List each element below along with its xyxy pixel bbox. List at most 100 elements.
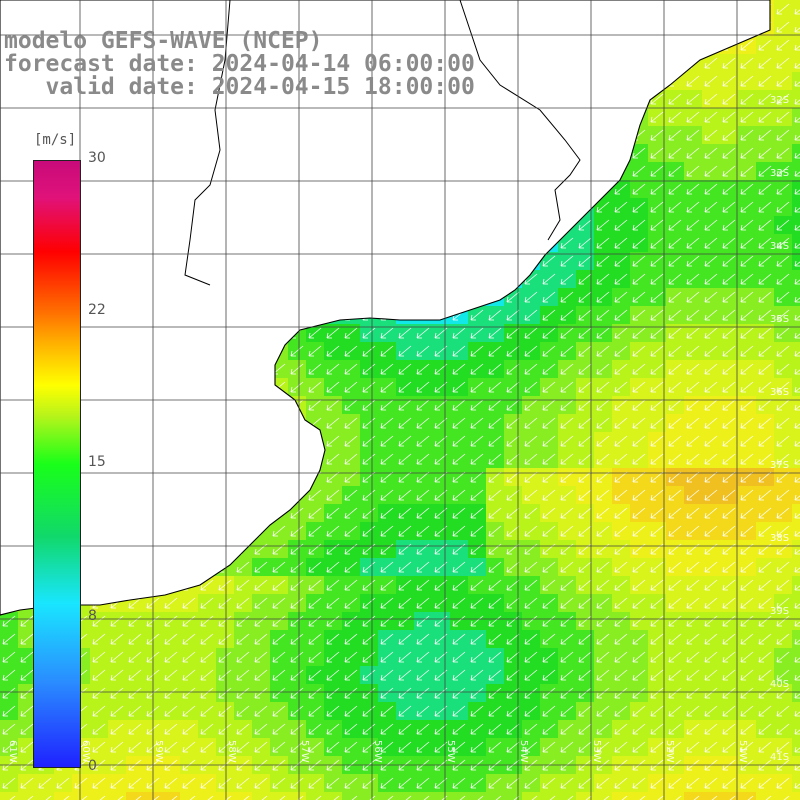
wind-arrow: [542, 309, 556, 321]
speed-cell: [468, 792, 486, 800]
wind-arrow: [740, 129, 754, 141]
wind-arrow: [668, 129, 682, 141]
speed-cell: [738, 792, 756, 800]
wind-arrow: [596, 273, 610, 285]
wind-arrow: [686, 219, 700, 231]
speed-cell: [702, 792, 720, 800]
wind-arrow: [704, 93, 718, 105]
speed-cell: [378, 792, 396, 800]
wind-arrow: [506, 291, 520, 303]
lat-label: 32S: [770, 95, 790, 106]
speed-cell: [630, 792, 648, 800]
wind-arrow: [704, 219, 718, 231]
wind-arrow: [794, 242, 800, 249]
speed-cell: [432, 792, 450, 800]
wind-arrow: [794, 314, 800, 321]
speed-cell: [648, 792, 666, 800]
lon-label: 60W: [80, 740, 91, 763]
wind-arrow: [542, 327, 556, 339]
wind-arrow: [704, 75, 718, 87]
wind-arrow: [704, 309, 718, 321]
wind-arrow: [668, 291, 682, 303]
wind-arrow: [740, 309, 754, 321]
wind-arrow: [794, 224, 800, 231]
wind-arrow: [794, 170, 800, 177]
wind-arrow: [614, 309, 628, 321]
lat-label: 39S: [770, 606, 790, 617]
wind-arrow: [668, 111, 682, 123]
wind-arrow: [776, 111, 790, 123]
wind-arrow: [758, 147, 772, 159]
wind-arrow: [722, 93, 736, 105]
wind-arrow: [758, 291, 772, 303]
wind-arrow: [740, 39, 754, 51]
speed-cell: [198, 792, 216, 800]
wind-arrow: [596, 255, 610, 267]
title-valid-date: valid date: 2024-04-15 18:00:00: [4, 74, 475, 100]
wind-arrow: [542, 255, 556, 267]
wind-arrow: [506, 327, 520, 339]
wind-arrow: [794, 26, 800, 33]
wind-arrow: [704, 201, 718, 213]
wind-arrow: [722, 255, 736, 267]
wind-arrow: [704, 237, 718, 249]
wind-arrow: [758, 237, 772, 249]
wind-arrow: [794, 8, 800, 15]
wind-arrow: [794, 278, 800, 285]
wind-arrow: [650, 291, 664, 303]
wind-arrow: [560, 309, 574, 321]
lat-label: 36S: [770, 387, 790, 398]
wind-arrow: [398, 327, 412, 339]
wind-arrow: [524, 291, 538, 303]
wind-arrow: [776, 39, 790, 51]
speed-cell: [756, 792, 774, 800]
lat-label: 34S: [770, 241, 790, 252]
speed-cell: [270, 792, 288, 800]
wind-arrow: [794, 62, 800, 69]
wind-arrow: [632, 201, 646, 213]
wind-arrow: [776, 3, 790, 15]
wind-arrow: [776, 129, 790, 141]
wind-arrow: [722, 219, 736, 231]
title-block: modelo GEFS-WAVE (NCEP) forecast date: 2…: [4, 30, 564, 99]
wind-arrow: [506, 309, 520, 321]
lon-label: 53W: [591, 740, 602, 763]
wind-arrow: [668, 273, 682, 285]
wind-arrow: [560, 327, 574, 339]
wind-arrow: [794, 188, 800, 195]
speed-cell: [36, 792, 54, 800]
speed-cell: [450, 792, 468, 800]
wind-arrow: [758, 255, 772, 267]
wind-arrow: [632, 255, 646, 267]
wind-arrow: [578, 219, 592, 231]
wind-arrow: [614, 183, 628, 195]
wind-arrow: [560, 273, 574, 285]
speed-cell: [594, 792, 612, 800]
wind-arrow: [614, 327, 628, 339]
wind-arrow: [686, 273, 700, 285]
wind-arrow: [596, 309, 610, 321]
wind-arrow: [776, 237, 790, 249]
speed-cell: [666, 792, 684, 800]
speed-cell: [396, 792, 414, 800]
wind-arrow: [650, 219, 664, 231]
lon-label: 55W: [445, 740, 456, 763]
wind-arrow: [758, 93, 772, 105]
wind-arrow: [740, 93, 754, 105]
wind-arrow: [596, 219, 610, 231]
wind-arrow: [722, 291, 736, 303]
wind-arrow: [668, 219, 682, 231]
wind-arrow: [668, 237, 682, 249]
speed-cell: [774, 792, 792, 800]
wind-arrow: [740, 165, 754, 177]
title-model: modelo GEFS-WAVE (NCEP): [4, 28, 323, 54]
wind-arrow: [650, 93, 664, 105]
speed-cell: [180, 792, 198, 800]
wind-arrow: [614, 201, 628, 213]
wind-arrow: [794, 260, 800, 267]
wind-arrow: [668, 309, 682, 321]
wind-arrow: [686, 129, 700, 141]
wind-arrow: [650, 111, 664, 123]
wind-arrow: [704, 57, 718, 69]
wind-arrow: [704, 291, 718, 303]
